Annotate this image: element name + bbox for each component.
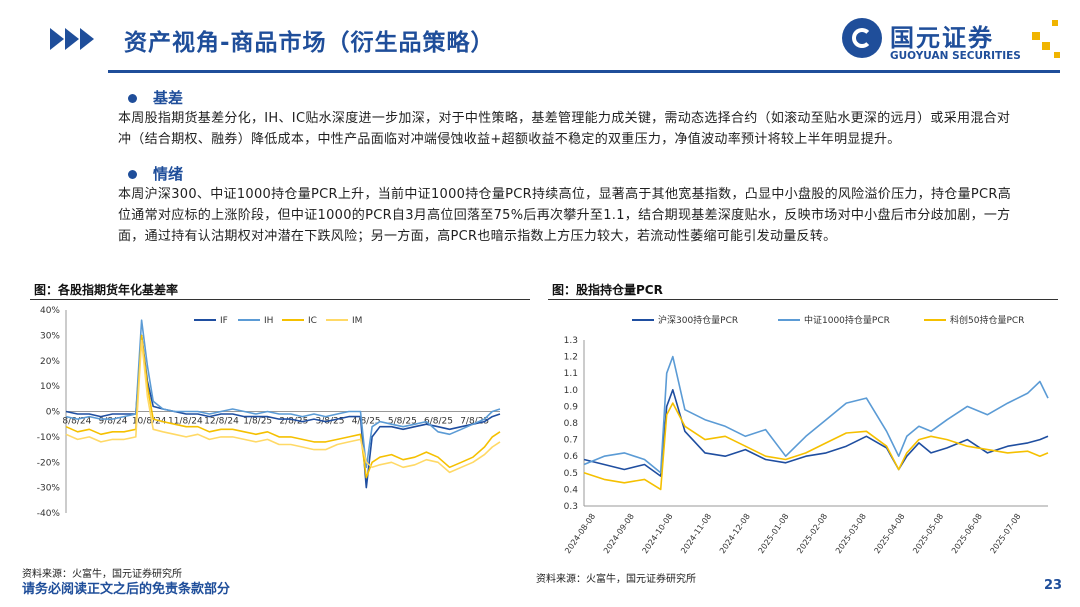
legend-label: IC <box>308 316 317 326</box>
legend-label: 中证1000持仓量PCR <box>804 314 890 326</box>
x-tick-label: 2025-07-08 <box>989 512 1023 555</box>
page-title: 资产视角-商品市场（衍生品策略） <box>124 30 495 56</box>
x-tick-label: 9/8/24 <box>99 417 128 427</box>
x-tick-label: 12/8/24 <box>204 417 239 427</box>
y-tick-label: 1.2 <box>564 353 578 363</box>
logo-square-icon <box>1054 52 1060 58</box>
disclaimer-text: 请务必阅读正文之后的免责条款部分 <box>22 582 231 597</box>
figure-rule-right <box>548 299 1058 300</box>
x-tick-label: 2024-11-08 <box>679 512 713 555</box>
y-tick-label: 0.3 <box>564 502 578 512</box>
logo-en-text: GUOYUAN SECURITIES <box>890 50 1021 62</box>
x-tick-label: 10/8/24 <box>132 417 167 427</box>
x-tick-label: 2024-08-08 <box>563 512 597 555</box>
series-line-3 <box>583 402 1049 491</box>
section-body-basis: 本周股指期货基差分化，IH、IC贴水深度进一步加深，对于中性策略，基差管理能力成… <box>118 111 1011 147</box>
source-right: 资料来源：火富牛，国元证券研究所 <box>536 574 696 585</box>
y-tick-label: 0.6 <box>564 452 579 462</box>
y-tick-label: 1.1 <box>564 369 578 379</box>
figure-title-right: 图：股指持仓量PCR <box>552 283 663 297</box>
legend-label: 科创50持仓量PCR <box>950 314 1024 326</box>
source-left: 资料来源：火富牛，国元证券研究所 <box>22 569 182 580</box>
y-tick-label: -10% <box>37 433 61 443</box>
x-tick-label: 2025-05-08 <box>911 512 945 555</box>
section-heading-basis: 基差 <box>128 87 183 108</box>
logo-square-icon <box>1042 42 1050 50</box>
section-body-sentiment: 本周沪深300、中证1000持仓量PCR上升，当前中证1000持仓量PCR持续高… <box>118 187 1012 244</box>
logo-cn-text: 国元证券 <box>890 24 994 52</box>
x-tick-label: 2024-09-08 <box>602 512 636 555</box>
y-tick-label: 40% <box>40 306 60 316</box>
x-tick-label: 11/8/24 <box>168 417 203 427</box>
y-tick-label: 0.4 <box>564 485 579 495</box>
series-line-2 <box>583 355 1049 474</box>
brand-logo: 国元证券 GUOYUAN SECURITIES <box>842 14 1062 66</box>
logo-square-icon <box>1032 32 1040 40</box>
pcr-chart: 1.3 1.2 1.1 1.0 0.9 0.8 0.7 0.6 0.5 0.4 0.32024-08… <box>563 314 1049 555</box>
header-divider <box>108 70 1060 73</box>
bullet-dot-icon <box>128 170 137 179</box>
logo-circle-icon <box>842 18 882 58</box>
y-tick-label: 1.0 <box>564 386 579 396</box>
y-tick-label: 0.9 <box>564 402 579 412</box>
x-tick-label: 2024-12-08 <box>718 512 752 555</box>
x-tick-label: 2/8/25 <box>279 417 308 427</box>
legend-label: IM <box>352 316 362 326</box>
legend-label: 沪深300持仓量PCR <box>658 314 738 326</box>
y-tick-label: 0.7 <box>564 436 578 446</box>
page-number: 23 <box>1044 578 1063 593</box>
series-line-4 <box>65 339 501 474</box>
basis-rate-chart: 40% 30% 20% 10% 0% -10% -20% -30% -40% 8/8/24 9/8/… <box>37 306 501 519</box>
series-line-1 <box>583 389 1049 477</box>
bullet-dot-icon <box>128 94 137 103</box>
y-tick-label: 1.3 <box>564 336 578 346</box>
x-tick-label: 2024-10-08 <box>641 512 675 555</box>
x-tick-label: 3/8/25 <box>316 417 345 427</box>
section-heading-sentiment: 情绪 <box>128 163 183 184</box>
legend-label: IH <box>264 316 273 326</box>
y-tick-label: 0% <box>46 408 61 418</box>
x-tick-label: 8/8/24 <box>62 417 91 427</box>
legend-label: IF <box>220 316 228 326</box>
y-tick-label: -30% <box>37 484 61 494</box>
x-tick-label: 2025-01-08 <box>757 512 791 555</box>
y-tick-label: 0.8 <box>564 419 579 429</box>
y-tick-label: 30% <box>40 331 60 341</box>
x-tick-label: 5/8/25 <box>388 417 417 427</box>
x-tick-label: 2025-06-08 <box>950 512 984 555</box>
x-tick-label: 6/8/25 <box>424 417 453 427</box>
header-arrow-icon <box>50 28 94 50</box>
series-line-3 <box>65 334 501 479</box>
series-line-2 <box>65 319 501 469</box>
figure-rule-left <box>30 299 530 300</box>
x-tick-label: 1/8/25 <box>243 417 272 427</box>
y-tick-label: 20% <box>40 357 60 367</box>
x-tick-label: 2025-03-08 <box>834 512 868 555</box>
y-tick-label: 0.5 <box>564 469 578 479</box>
logo-square-icon <box>1052 20 1058 26</box>
x-tick-label: 4/8/25 <box>352 417 381 427</box>
x-tick-label: 2025-04-08 <box>873 512 907 555</box>
y-tick-label: -40% <box>37 509 61 519</box>
x-tick-label: 7/8/25 <box>460 417 489 427</box>
y-tick-label: 10% <box>40 382 60 392</box>
y-tick-label: -20% <box>37 458 61 468</box>
figure-title-left: 图：各股指期货年化基差率 <box>34 283 179 297</box>
x-tick-label: 2025-02-08 <box>795 512 829 555</box>
